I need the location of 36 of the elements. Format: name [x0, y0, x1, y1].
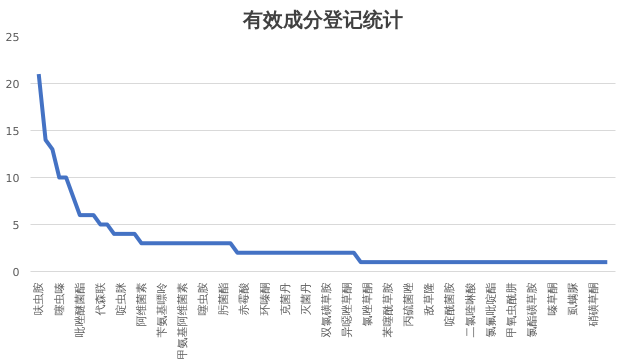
- x-tick-label: 环嗪酮: [258, 282, 272, 316]
- x-tick-label: 氯唑草酮: [361, 282, 374, 326]
- x-tick-label: 氯氟吡啶酯: [484, 282, 498, 338]
- chart-title: 有效成分登记统计: [242, 8, 403, 32]
- x-tick-label: 丙硫菌唑: [402, 282, 416, 326]
- y-tick-label: 10: [6, 172, 20, 185]
- x-tick-label: 异噁唑草酮: [340, 282, 354, 338]
- x-tick-label: 氯酯磺草胺: [525, 282, 538, 338]
- x-tick-label: 呋虫胺: [32, 282, 46, 316]
- x-tick-label: 肟菌酯: [217, 282, 230, 316]
- x-tick-label: 甲氧虫酰肼: [504, 282, 518, 338]
- x-tick-label: 代森联: [94, 282, 107, 316]
- y-tick-label: 15: [6, 125, 20, 138]
- x-tick-label: 克菌丹: [278, 282, 292, 316]
- x-tick-label: 啶虫脒: [114, 282, 128, 316]
- x-tick-label: 吡唑醚菌酯: [73, 282, 86, 338]
- y-tick-label: 20: [6, 78, 20, 91]
- line-series: [36, 72, 610, 264]
- x-tick-label: 噻虫胺: [196, 282, 210, 316]
- x-tick-label: 赤霉酸: [238, 282, 251, 316]
- x-tick-label: 虱螨脲: [566, 282, 580, 316]
- x-tick-label: 灭菌丹: [299, 282, 312, 316]
- x-tick-label: 嗪草酮: [546, 282, 559, 316]
- y-tick-label: 25: [6, 31, 20, 44]
- x-tick-label: 硝磺草酮: [587, 282, 600, 328]
- x-tick-label: 阿维菌素: [134, 282, 148, 326]
- x-tick-label: 苯噻酰草胺: [382, 282, 395, 338]
- x-tick-label: 二氯喹啉酸: [464, 282, 477, 338]
- x-tick-label: 敌草隆: [422, 282, 436, 316]
- x-tick-label: 啶酰菌胺: [443, 282, 456, 326]
- y-tick-label: 5: [12, 219, 20, 232]
- x-tick-label: 苄氨基嘌呤: [156, 282, 169, 338]
- x-tick-label: 噻虫嗪: [52, 282, 66, 316]
- x-tick-label: 双氯磺草胺: [320, 282, 333, 338]
- y-tick-label: 0: [12, 266, 20, 279]
- x-tick-label: 甲氨基阿维菌素: [176, 282, 190, 360]
